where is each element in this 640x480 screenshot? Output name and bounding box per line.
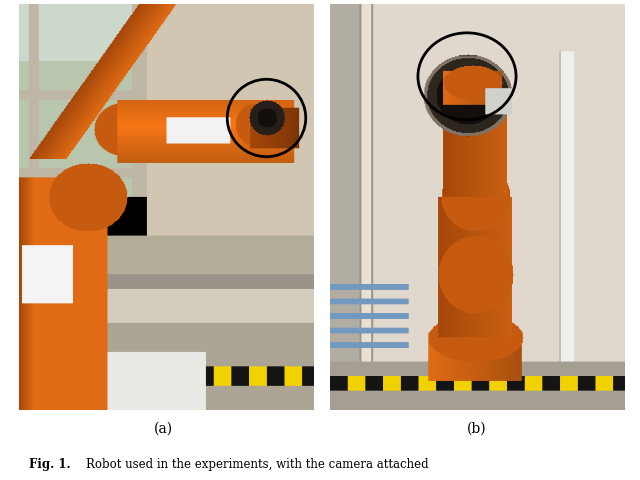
Text: (b): (b) [467,421,486,435]
Text: Fig. 1.: Fig. 1. [29,456,70,470]
Text: (a): (a) [154,421,173,435]
Text: Robot used in the experiments, with the camera attached: Robot used in the experiments, with the … [86,456,429,470]
